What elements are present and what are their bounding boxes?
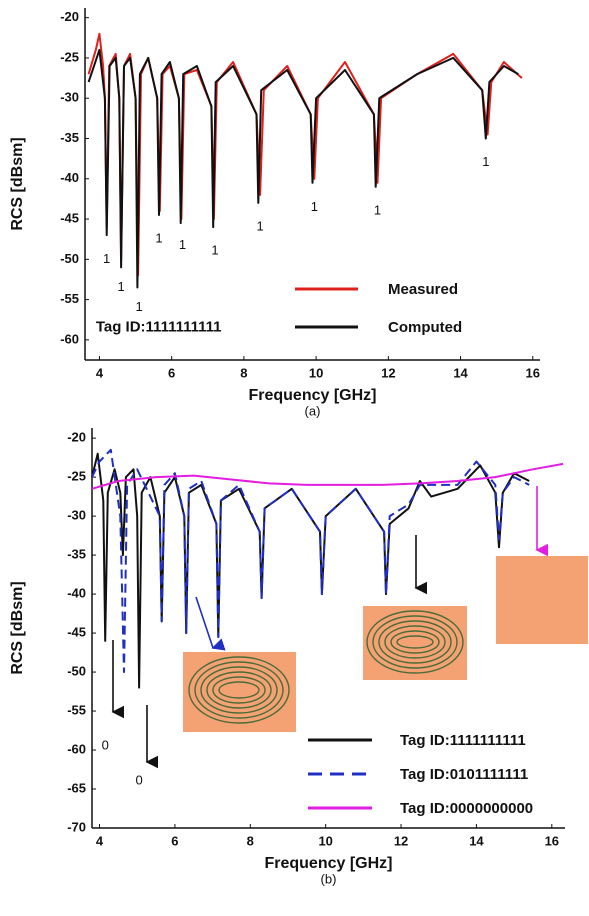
y-tick-label: -45 <box>67 625 86 640</box>
x-tick-label: 4 <box>96 833 104 848</box>
y-tick-label: -25 <box>60 49 79 64</box>
y-tick-label: -45 <box>60 210 79 225</box>
y-tick-label: -55 <box>67 702 86 717</box>
annotation: 1 <box>211 243 218 258</box>
x-tick-label: 14 <box>453 365 468 380</box>
x-tick-label: 16 <box>545 833 559 848</box>
y-tick-label: -70 <box>67 819 86 834</box>
annotation: 1 <box>482 154 489 169</box>
arrows <box>111 486 549 769</box>
legend-label: Tag ID:0101111111 <box>400 766 528 783</box>
annotation: 1 <box>103 251 110 266</box>
x-tick-label: 12 <box>394 833 408 848</box>
y-axis-label: RCS [dBsm] <box>9 581 26 674</box>
y-tick-label: -35 <box>60 130 79 145</box>
y-tick-label: -40 <box>67 586 86 601</box>
annotation: 1 <box>374 202 381 217</box>
annotation: 0 <box>135 773 142 788</box>
y-tick-label: -40 <box>60 170 79 185</box>
caption: (a) <box>305 403 321 418</box>
legend-label: Computed <box>388 319 462 336</box>
annotation: 1 <box>311 199 318 214</box>
y-tick-label: -50 <box>60 251 79 266</box>
y-tick-label: -20 <box>60 9 79 24</box>
y-tick-label: -35 <box>67 547 86 562</box>
series-line <box>91 448 530 674</box>
y-tick-label: -65 <box>67 780 86 795</box>
annotation: 1 <box>257 219 264 234</box>
x-tick-label: 16 <box>526 365 540 380</box>
annotation: 1 <box>136 299 143 314</box>
x-tick-label: 8 <box>247 833 254 848</box>
annotation: 1 <box>179 237 186 252</box>
x-tick-label: 4 <box>96 365 104 380</box>
legend-label: Measured <box>388 281 458 298</box>
annotation: 1 <box>117 279 124 294</box>
y-tick-label: -60 <box>67 741 86 756</box>
x-tick-label: 10 <box>318 833 332 848</box>
y-tick-label: -25 <box>67 469 86 484</box>
x-tick-label: 12 <box>381 365 395 380</box>
caption: (b) <box>321 871 337 886</box>
tag-image-1 <box>183 652 296 732</box>
tag-image-3 <box>496 556 588 644</box>
y-axis-label: RCS [dBsm] <box>9 137 26 230</box>
y-tick-label: -30 <box>67 508 86 523</box>
y-tick-label: -20 <box>67 430 86 445</box>
x-tick-label: 8 <box>240 365 247 380</box>
x-tick-label: 14 <box>469 833 484 848</box>
annotation: 1 <box>155 231 162 246</box>
legend-label: Tag ID:0000000000 <box>400 800 533 817</box>
legend-label: Tag ID:1111111111 <box>400 732 526 749</box>
x-tick-label: 10 <box>309 365 323 380</box>
y-tick-label: -60 <box>60 331 79 346</box>
x-axis-label: Frequency [GHz] <box>248 387 376 404</box>
y-tick-label: -50 <box>67 663 86 678</box>
x-tick-label: 6 <box>168 365 175 380</box>
annotation: 0 <box>102 738 109 753</box>
x-tick-label: 6 <box>171 833 178 848</box>
x-axis-label: Frequency [GHz] <box>264 855 392 872</box>
series-line <box>87 32 523 277</box>
y-tick-label: -55 <box>60 291 79 306</box>
y-tick-label: -30 <box>60 90 79 105</box>
annotation: Tag ID:1111111111 <box>96 319 222 336</box>
series-line <box>91 462 564 490</box>
series-line <box>87 48 519 289</box>
tag-image-2 <box>363 606 467 680</box>
